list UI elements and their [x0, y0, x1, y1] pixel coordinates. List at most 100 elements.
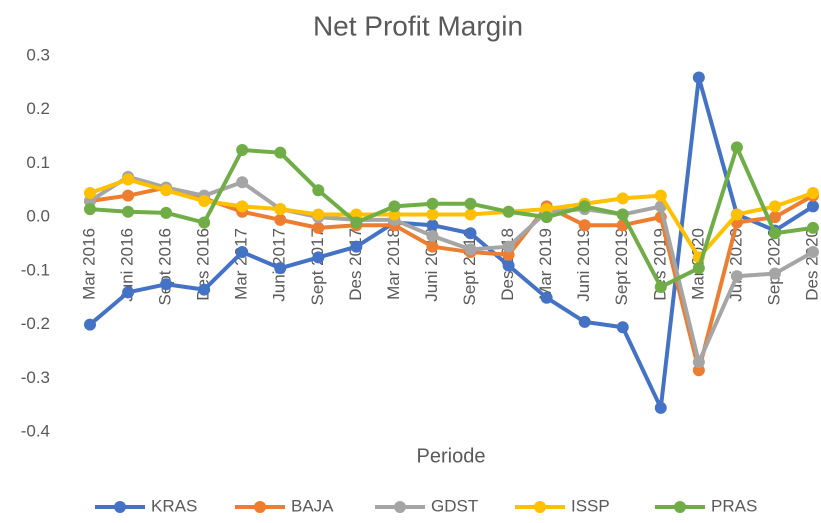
legend-label: PRAS	[711, 496, 757, 515]
marker	[160, 184, 173, 197]
marker	[616, 192, 629, 205]
marker	[768, 211, 781, 224]
x-tick-label: Sept 2016	[156, 228, 175, 306]
series-line	[89, 177, 814, 260]
marker	[616, 208, 629, 221]
x-tick-label: Des 2020	[802, 228, 821, 301]
legend-marker	[114, 501, 126, 513]
marker	[692, 262, 705, 275]
marker	[426, 240, 439, 253]
series-line	[88, 75, 815, 410]
marker	[122, 286, 135, 299]
x-tick-label: Juni 2019	[574, 228, 593, 302]
marker	[388, 200, 401, 213]
marker	[236, 176, 249, 189]
legend-label: GDST	[431, 496, 478, 515]
marker	[236, 200, 249, 213]
marker	[122, 205, 135, 218]
marker	[274, 203, 287, 216]
x-tick-label: Des 2016	[194, 228, 213, 301]
legend-label: BAJA	[291, 496, 334, 515]
marker	[122, 173, 135, 186]
x-tick-label: Sept 2019	[612, 228, 631, 306]
x-tick-label: Mar 2018	[384, 228, 403, 300]
legend-marker	[534, 501, 546, 513]
x-axis-title: Periode	[417, 445, 486, 467]
y-tick-label: 0.0	[26, 207, 50, 226]
marker	[312, 221, 325, 234]
marker	[426, 208, 439, 221]
y-tick-label: 0.2	[26, 99, 50, 118]
marker	[464, 243, 477, 256]
y-tick-label: -0.2	[21, 314, 50, 333]
marker	[578, 219, 591, 232]
marker	[502, 259, 515, 272]
y-tick-label: -0.4	[21, 421, 50, 440]
marker	[730, 141, 743, 154]
x-tick-label: Sept 2017	[308, 228, 327, 306]
marker	[768, 227, 781, 240]
marker	[692, 356, 705, 369]
marker	[426, 229, 439, 242]
marker	[616, 321, 629, 334]
marker	[312, 208, 325, 221]
marker	[768, 267, 781, 280]
marker	[578, 315, 591, 328]
marker	[84, 318, 96, 331]
marker	[654, 280, 667, 293]
marker	[807, 200, 819, 213]
legend-label: KRAS	[151, 496, 197, 515]
x-tick-label: Juni 2016	[118, 228, 137, 302]
marker	[312, 251, 325, 264]
legend-marker	[254, 501, 266, 513]
marker	[160, 206, 173, 219]
marker	[84, 203, 96, 216]
y-tick-label: -0.1	[21, 260, 50, 279]
marker	[236, 144, 249, 156]
marker	[426, 219, 439, 232]
marker	[312, 184, 325, 197]
marker	[730, 208, 743, 221]
marker	[692, 71, 705, 84]
y-tick-label: 0.1	[26, 153, 50, 172]
marker	[198, 216, 211, 229]
marker	[807, 186, 819, 199]
x-tick-label: Mar 2016	[79, 228, 98, 300]
legend-marker	[674, 501, 686, 513]
marker	[730, 270, 743, 283]
x-tick-label: Mar 2017	[232, 228, 251, 300]
marker	[768, 200, 781, 213]
marker	[198, 283, 211, 296]
marker	[160, 278, 173, 291]
marker	[274, 146, 287, 159]
marker	[502, 205, 515, 218]
y-tick-label: 0.3	[26, 45, 50, 64]
series-line	[89, 145, 814, 289]
marker	[274, 262, 287, 275]
marker	[807, 221, 819, 234]
marker	[807, 246, 819, 259]
x-tick-label: Sept 2020	[764, 228, 783, 306]
marker	[540, 291, 553, 304]
marker	[654, 401, 667, 414]
marker	[236, 246, 249, 259]
marker	[426, 197, 439, 210]
marker	[464, 197, 477, 210]
x-tick-label: Des 2017	[346, 228, 365, 301]
marker	[198, 195, 211, 208]
marker	[84, 186, 96, 199]
marker	[350, 216, 363, 229]
chart-title: Net Profit Margin	[313, 10, 523, 41]
marker	[502, 240, 515, 253]
marker	[654, 189, 667, 202]
x-tick-label: Mar 2019	[536, 228, 555, 300]
y-tick-label: -0.3	[21, 368, 50, 387]
marker	[350, 240, 363, 253]
marker	[578, 200, 591, 213]
series-line	[88, 174, 814, 365]
marker	[274, 213, 287, 226]
legend-marker	[394, 501, 406, 513]
marker	[464, 227, 477, 240]
marker	[540, 211, 553, 224]
